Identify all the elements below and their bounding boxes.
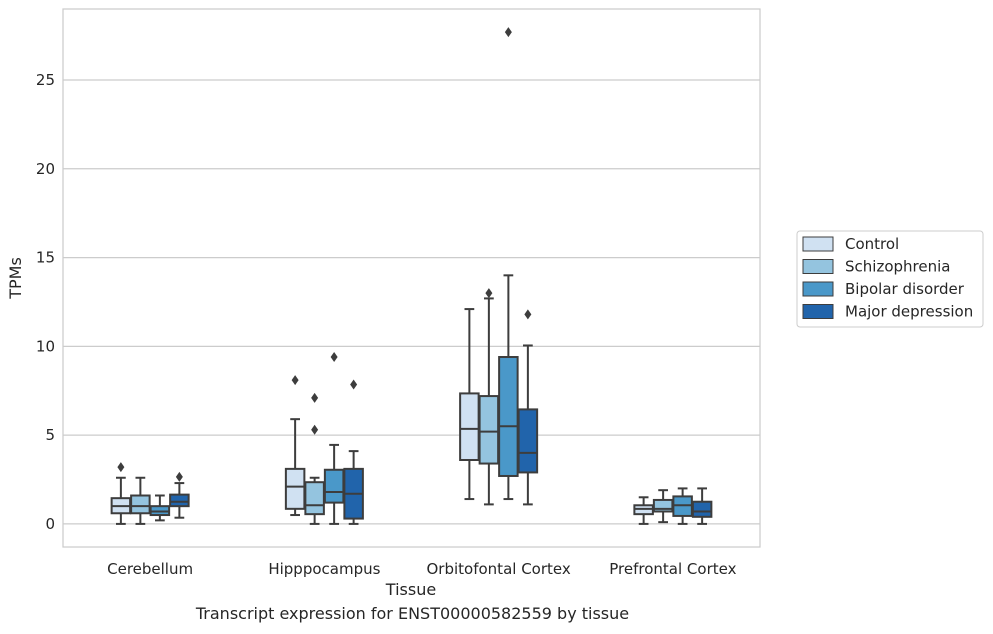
box-control — [110, 462, 132, 525]
outlier-point — [350, 379, 358, 390]
y-tick-labels: 0 5 10 15 20 25 — [36, 71, 55, 533]
legend-label: Bipolar disorder — [845, 280, 965, 298]
legend-label: Major depression — [845, 303, 973, 321]
box-schizophrenia — [304, 392, 325, 525]
gridlines — [63, 79, 760, 525]
y-tick-label: 25 — [36, 71, 55, 89]
legend-frame — [796, 230, 984, 328]
x-tick-label: Hipppocampus — [268, 560, 380, 578]
outlier-point — [117, 462, 125, 473]
x-tick-label: Orbitofontal Cortex — [427, 560, 571, 578]
box-control — [633, 496, 654, 525]
y-tick-label: 20 — [36, 160, 55, 178]
y-tick-label: 5 — [45, 426, 55, 444]
legend-swatch — [802, 259, 834, 274]
box-major-depression — [343, 379, 364, 525]
iqr-box — [517, 408, 539, 474]
iqr-box — [691, 500, 713, 518]
box-bipolar-disorder — [672, 487, 693, 525]
box-control — [284, 375, 306, 517]
box-schizophrenia — [652, 489, 674, 524]
figure-caption: Transcript expression for ENST0000058255… — [195, 604, 630, 623]
outlier-point — [311, 392, 319, 403]
legend-swatch — [802, 236, 834, 252]
iqr-box — [130, 494, 151, 515]
iqr-box — [498, 356, 519, 477]
y-tick-label: 0 — [45, 515, 55, 533]
box-control — [459, 308, 480, 501]
box-bipolar-disorder — [149, 494, 171, 522]
y-axis-label: TPMs — [6, 257, 25, 300]
iqr-box — [284, 467, 306, 510]
outlier-point — [330, 352, 338, 363]
y-tick-label: 10 — [36, 337, 55, 355]
legend-label: Control — [845, 235, 899, 253]
iqr-box — [304, 481, 325, 516]
legend-label: Schizophrenia — [845, 258, 950, 276]
x-axis-label: Tissue — [385, 580, 436, 599]
outlier-point — [311, 424, 319, 435]
outlier-point — [524, 309, 532, 320]
outlier-point — [175, 471, 183, 482]
boxes — [110, 27, 713, 525]
box-major-depression — [691, 487, 713, 525]
box-schizophrenia — [130, 476, 151, 525]
outlier-point — [291, 375, 299, 386]
iqr-box — [323, 468, 345, 504]
box-major-depression — [169, 471, 190, 519]
box-bipolar-disorder — [498, 27, 519, 501]
iqr-box — [478, 395, 500, 465]
legend-swatch — [802, 281, 834, 297]
iqr-box — [169, 493, 190, 508]
box-bipolar-disorder — [323, 352, 345, 525]
iqr-box — [459, 392, 480, 461]
y-tick-label: 15 — [36, 249, 55, 267]
x-tick-labels: Cerebellum Hipppocampus Orbitofontal Corte… — [107, 560, 736, 578]
outlier-point — [504, 27, 512, 38]
legend-swatch — [802, 304, 834, 319]
legend: Control Schizophrenia Bipolar disorder Majo… — [796, 230, 984, 328]
box-schizophrenia — [478, 288, 500, 506]
outlier-point — [485, 288, 493, 299]
plot-frame — [62, 8, 761, 548]
x-tick-label: Prefrontal Cortex — [609, 560, 736, 578]
box-major-depression — [517, 309, 539, 506]
x-tick-label: Cerebellum — [107, 560, 193, 578]
